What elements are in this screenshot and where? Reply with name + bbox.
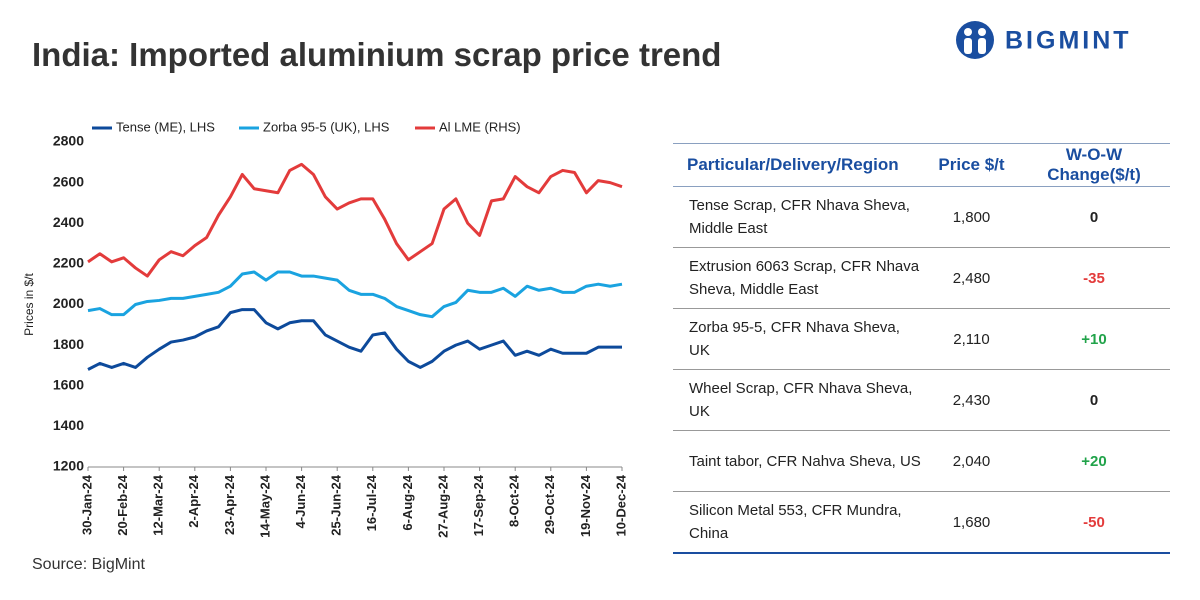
y-tick-label: 2800 [53, 133, 84, 149]
line-series [87, 308, 622, 371]
table-cell: 2,430 [925, 369, 1018, 431]
x-tick-label: 14-May-24 [257, 474, 272, 538]
x-tick-label: 19-Nov-24 [578, 474, 593, 537]
logo: BIGMINT [956, 21, 1132, 59]
table-cell: Silicon Metal 553, CFR Mundra, China [673, 491, 925, 554]
y-tick-label: 2600 [53, 173, 84, 189]
x-tick-label: 4-Jun-24 [293, 474, 308, 528]
x-tick-label: 6-Aug-24 [400, 474, 415, 530]
y-tick-label: 1600 [53, 376, 84, 392]
x-tick-label: 20-Feb-24 [115, 474, 130, 535]
table-header: Particular/Delivery/Region Price $/t W-O-W… [673, 143, 1170, 187]
y-tick-label: 1800 [53, 336, 84, 352]
table-cell: 1,680 [925, 491, 1018, 554]
table-row: Wheel Scrap, CFR Nhava Sheva, UK 2,430 0 [673, 369, 1170, 431]
legend-label: Al LME (RHS) [439, 119, 521, 134]
x-tick-label: 27-Aug-24 [435, 474, 450, 538]
x-tick-label: 17-Sep-24 [471, 474, 486, 536]
header-cell: Price $/t [925, 143, 1018, 187]
x-tick-label: 29-Oct-24 [542, 474, 557, 534]
table-cell: -50 [1018, 491, 1170, 554]
table-cell: 2,480 [925, 247, 1018, 309]
table-cell: +10 [1018, 308, 1170, 370]
x-tick-label: 2-Apr-24 [186, 474, 201, 528]
legend-label: Zorba 95-5 (UK), LHS [263, 119, 390, 134]
header-cell: Particular/Delivery/Region [673, 143, 925, 187]
x-tick-label: 10-Dec-24 [613, 474, 628, 536]
y-axis-label: Prices in $/t [22, 272, 36, 335]
table-cell: 0 [1018, 369, 1170, 431]
table-cell: +20 [1018, 430, 1170, 492]
table-cell: 2,110 [925, 308, 1018, 370]
x-tick-label: 16-Jul-24 [364, 474, 379, 531]
table-cell: Wheel Scrap, CFR Nhava Sheva, UK [673, 369, 925, 431]
x-tick-label: 30-Jan-24 [79, 474, 94, 535]
price-table: Particular/Delivery/Region Price $/t W-O-W… [673, 143, 1170, 554]
x-tick-label: 25-Jun-24 [329, 474, 344, 535]
table-row: Silicon Metal 553, CFR Mundra, China 1,68… [673, 491, 1170, 554]
chart: Prices in $/t 1200 1400 1600 1800 2000 2200 240… [22, 119, 628, 538]
table-cell: 2,040 [925, 430, 1018, 492]
table-cell: Zorba 95-5, CFR Nhava Sheva, UK [673, 308, 925, 370]
y-tick-label: 2000 [53, 295, 84, 311]
table-row: Extrusion 6063 Scrap, CFR Nhava Sheva, M… [673, 247, 1170, 309]
logo-text: BIGMINT [1005, 27, 1132, 55]
line-series [87, 162, 623, 278]
table-cell: Tense Scrap, CFR Nhava Sheva, Middle Eas… [673, 186, 925, 248]
table-cell: 1,800 [925, 186, 1018, 248]
table-cell: Extrusion 6063 Scrap, CFR Nhava Sheva, M… [673, 247, 925, 309]
header-cell: W-O-W Change($/t) [1018, 143, 1170, 187]
legend-label: Tense (ME), LHS [116, 119, 215, 134]
y-tick-label: 1200 [53, 458, 84, 474]
table-row: Taint tabor, CFR Nahva Sheva, US 2,040 +20 [673, 430, 1170, 492]
x-tick-label: 23-Apr-24 [222, 474, 237, 535]
y-tick-label: 2400 [53, 214, 84, 230]
x-tick-label: 12-Mar-24 [151, 474, 166, 535]
y-tick-label: 2200 [53, 255, 84, 271]
source: Source: BigMint [32, 556, 145, 573]
table-cell: -35 [1018, 247, 1170, 309]
table-row: Tense Scrap, CFR Nhava Sheva, Middle Eas… [673, 186, 1170, 248]
y-tick-label: 1400 [53, 417, 84, 433]
table-cell: Taint tabor, CFR Nahva Sheva, US [673, 430, 925, 492]
title: India: Imported aluminium scrap price tr… [32, 36, 722, 73]
table-row: Zorba 95-5, CFR Nhava Sheva, UK 2,110 +10 [673, 308, 1170, 370]
x-tick-label: 8-Oct-24 [507, 474, 522, 527]
line-series [87, 270, 623, 319]
table-cell: 0 [1018, 186, 1170, 248]
